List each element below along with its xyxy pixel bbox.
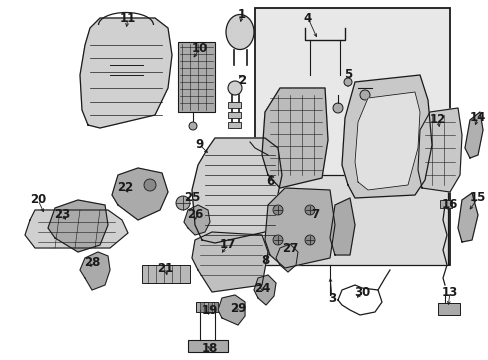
Bar [214,302,218,312]
Bar [196,302,218,312]
Text: 2: 2 [238,73,245,86]
Polygon shape [48,200,108,252]
Polygon shape [341,75,431,198]
Text: 26: 26 [186,208,203,221]
Text: 9: 9 [196,139,203,152]
Bar [142,265,190,283]
Polygon shape [80,18,172,128]
Text: 23: 23 [54,208,70,221]
Text: 18: 18 [202,342,218,355]
Text: 7: 7 [310,208,318,221]
Polygon shape [192,232,267,292]
Polygon shape [80,252,110,290]
Polygon shape [417,108,461,192]
Circle shape [189,122,197,130]
Text: 27: 27 [281,242,298,255]
Polygon shape [192,138,282,243]
Text: 22: 22 [117,181,133,194]
Text: 16: 16 [441,198,457,211]
Circle shape [272,205,283,215]
Bar [439,200,451,208]
Polygon shape [25,210,128,248]
Circle shape [359,90,369,100]
Polygon shape [112,168,168,220]
Bar [254,8,449,265]
Text: 6: 6 [265,175,274,189]
Text: 12: 12 [429,113,445,126]
Polygon shape [253,275,275,305]
Text: 25: 25 [183,192,200,204]
Polygon shape [264,188,334,268]
Polygon shape [354,92,419,190]
Bar [227,112,241,118]
Ellipse shape [225,14,253,49]
Polygon shape [183,205,209,235]
Text: 10: 10 [191,41,208,54]
Text: 15: 15 [469,192,485,204]
Bar [437,303,459,315]
Bar [227,102,241,108]
Bar [200,302,203,312]
Circle shape [176,196,190,210]
Bar [227,122,241,128]
Text: 8: 8 [260,253,268,266]
Text: 28: 28 [83,256,100,269]
Polygon shape [329,198,354,255]
Circle shape [143,179,156,191]
Circle shape [343,78,351,86]
Text: 24: 24 [253,282,270,294]
Text: 20: 20 [30,193,46,207]
Circle shape [227,81,242,95]
Circle shape [332,103,342,113]
Bar [257,175,447,265]
Text: 5: 5 [343,68,351,81]
Bar [187,340,227,352]
Polygon shape [262,88,327,188]
Text: 19: 19 [202,303,218,316]
Text: 4: 4 [303,12,311,24]
Circle shape [272,235,283,245]
Text: 13: 13 [441,285,457,298]
Text: 29: 29 [229,301,245,315]
Text: 30: 30 [353,285,369,298]
Bar [207,302,212,312]
Polygon shape [275,244,297,272]
Text: 11: 11 [120,12,136,24]
Text: 17: 17 [220,238,236,252]
Bar [178,42,215,112]
Circle shape [305,235,314,245]
Text: 1: 1 [238,9,245,22]
Polygon shape [457,193,477,242]
Polygon shape [218,295,244,325]
Polygon shape [464,112,482,158]
Text: 3: 3 [327,292,335,305]
Circle shape [305,205,314,215]
Text: 21: 21 [157,261,173,274]
Text: 14: 14 [469,112,485,125]
